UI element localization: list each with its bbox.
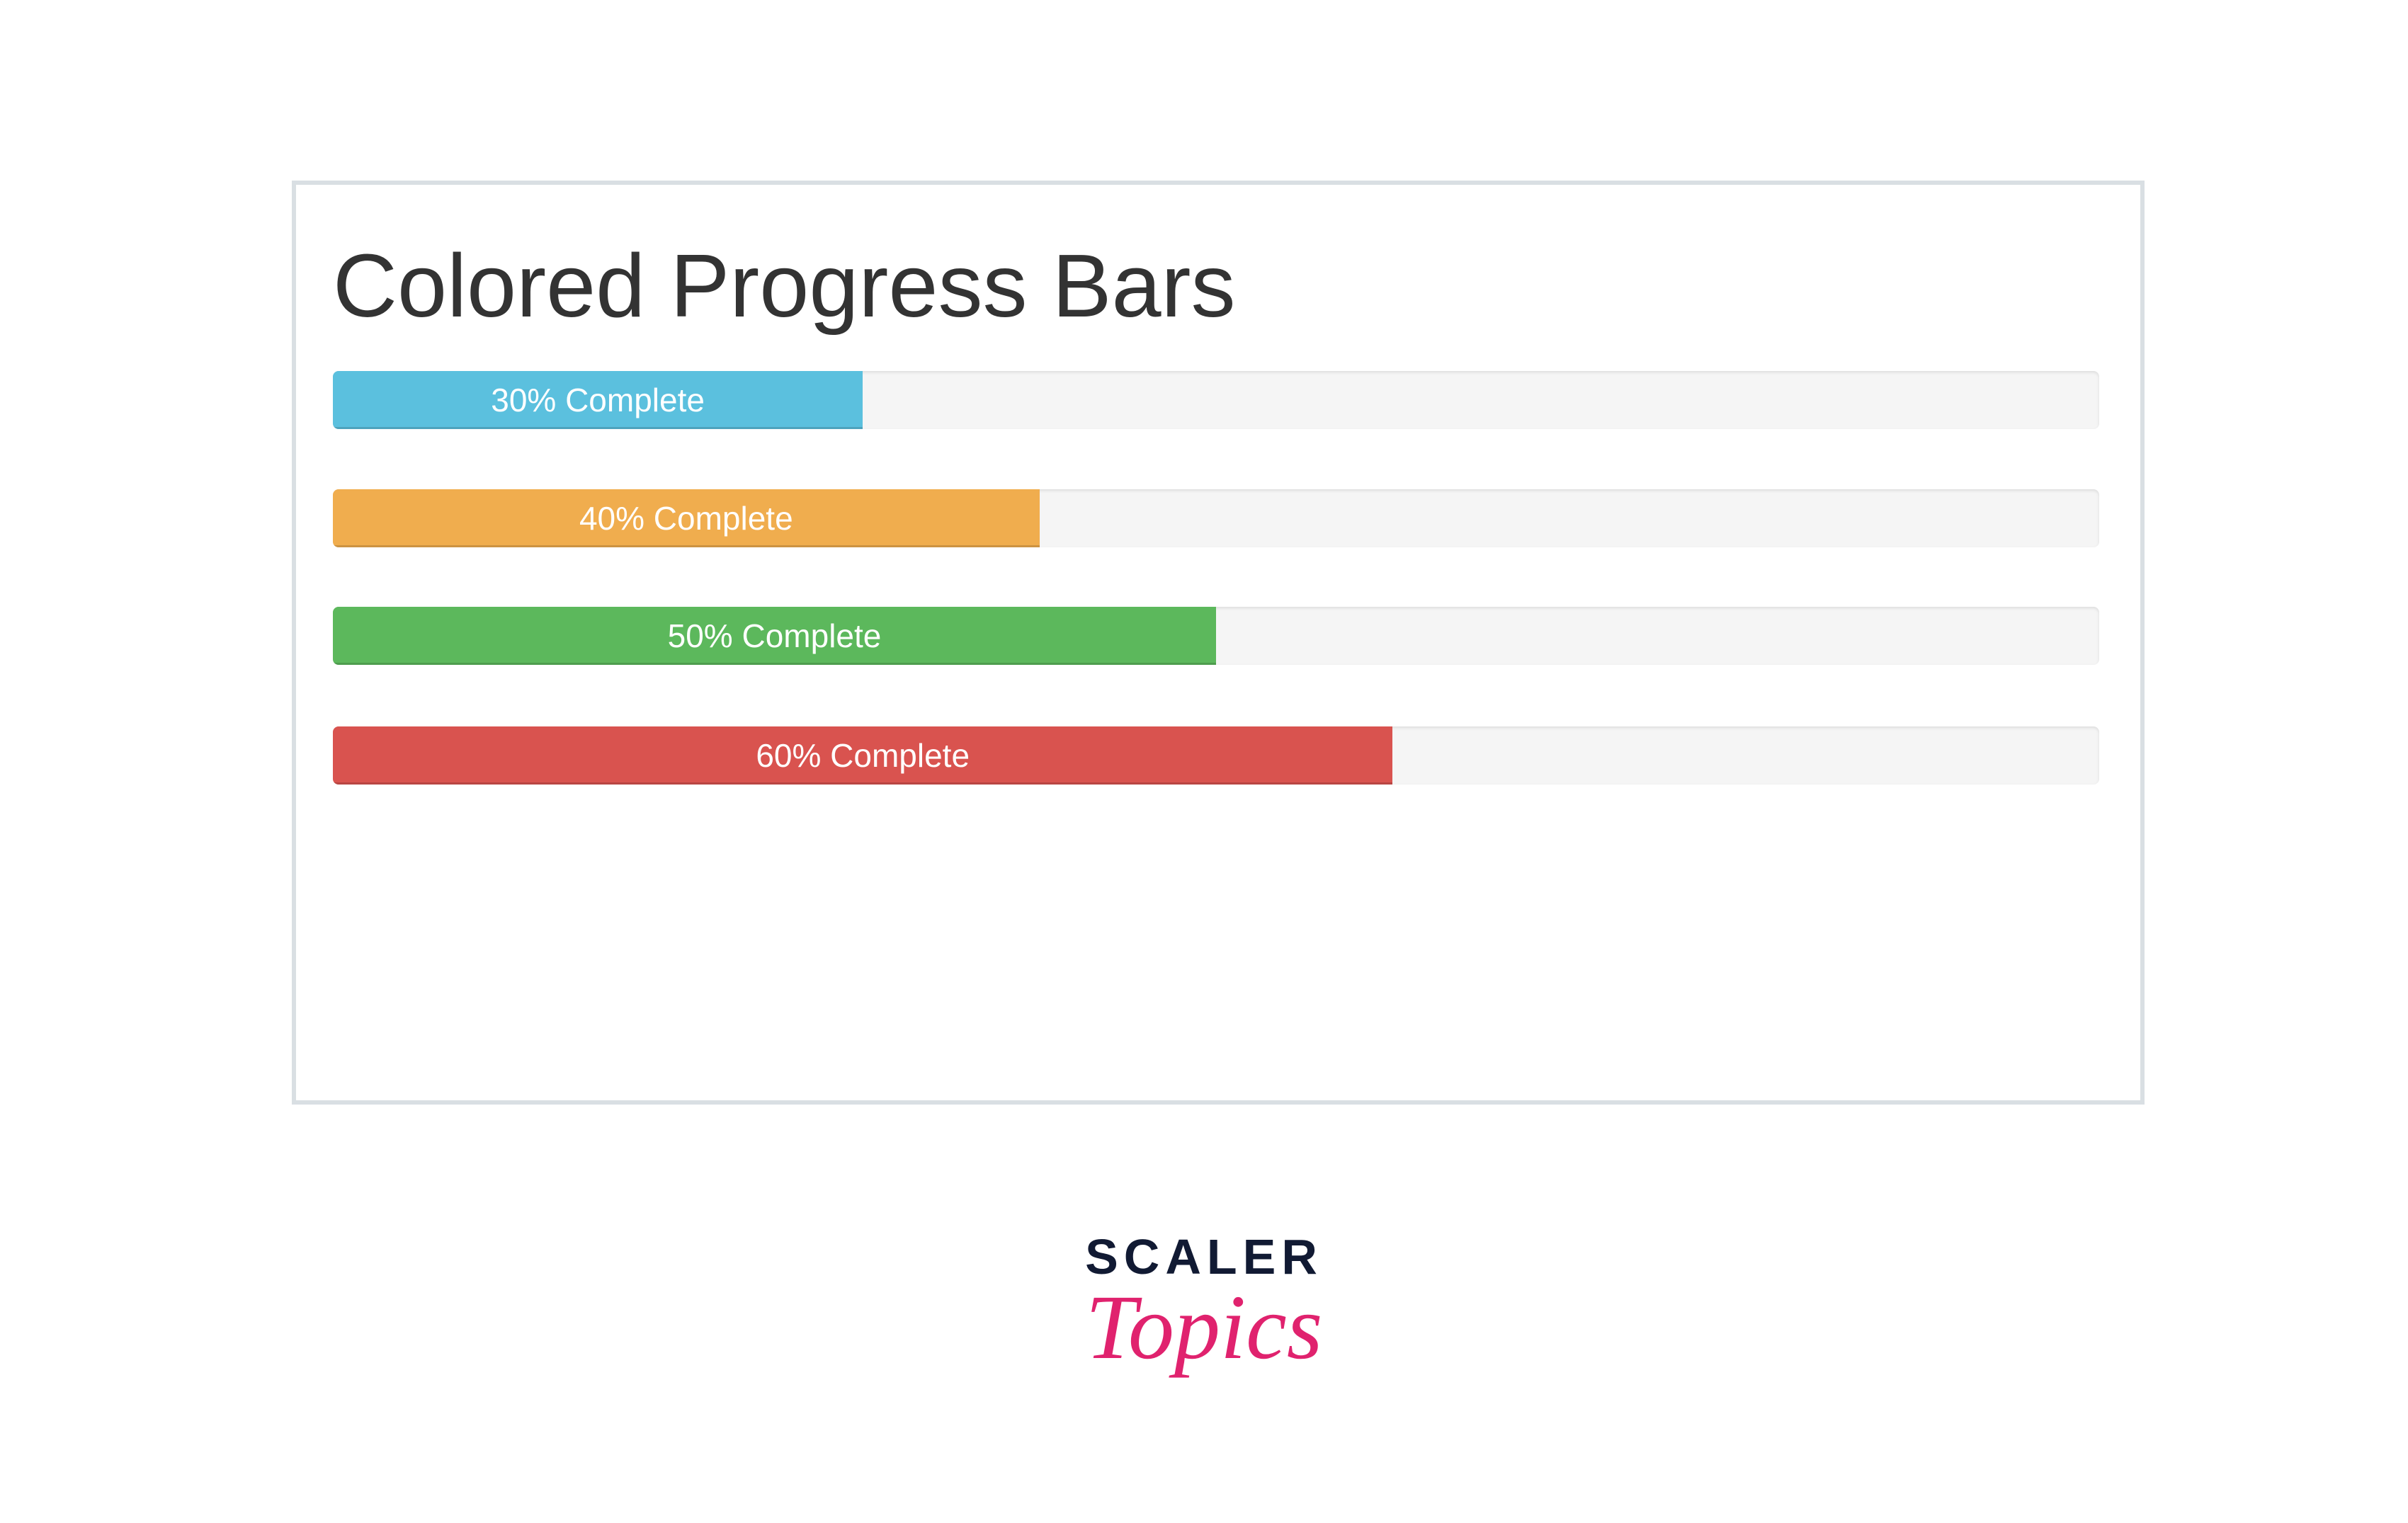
progress-fill: 40% Complete: [333, 489, 1040, 547]
progress-fill: 30% Complete: [333, 371, 863, 429]
title: Colored Progress Bars: [333, 236, 1236, 336]
progress-fill: 60% Complete: [333, 726, 1393, 785]
panel: Colored Progress Bars 30% Complete 40% Co…: [292, 181, 2145, 1105]
progress-fill: 50% Complete: [333, 607, 1216, 665]
progress-track: 30% Complete: [333, 371, 2099, 429]
progress-track: 60% Complete: [333, 726, 2099, 785]
progress-label: 40% Complete: [579, 500, 793, 537]
progress-track: 50% Complete: [333, 607, 2099, 665]
logo-name: SCALER: [1085, 1229, 1323, 1284]
progress-track: 40% Complete: [333, 489, 2099, 547]
progress-label: 30% Complete: [491, 382, 705, 418]
progress-label: 60% Complete: [756, 737, 970, 774]
progress-label: 50% Complete: [667, 617, 882, 654]
logo-tagline: Topics: [1085, 1277, 1323, 1379]
